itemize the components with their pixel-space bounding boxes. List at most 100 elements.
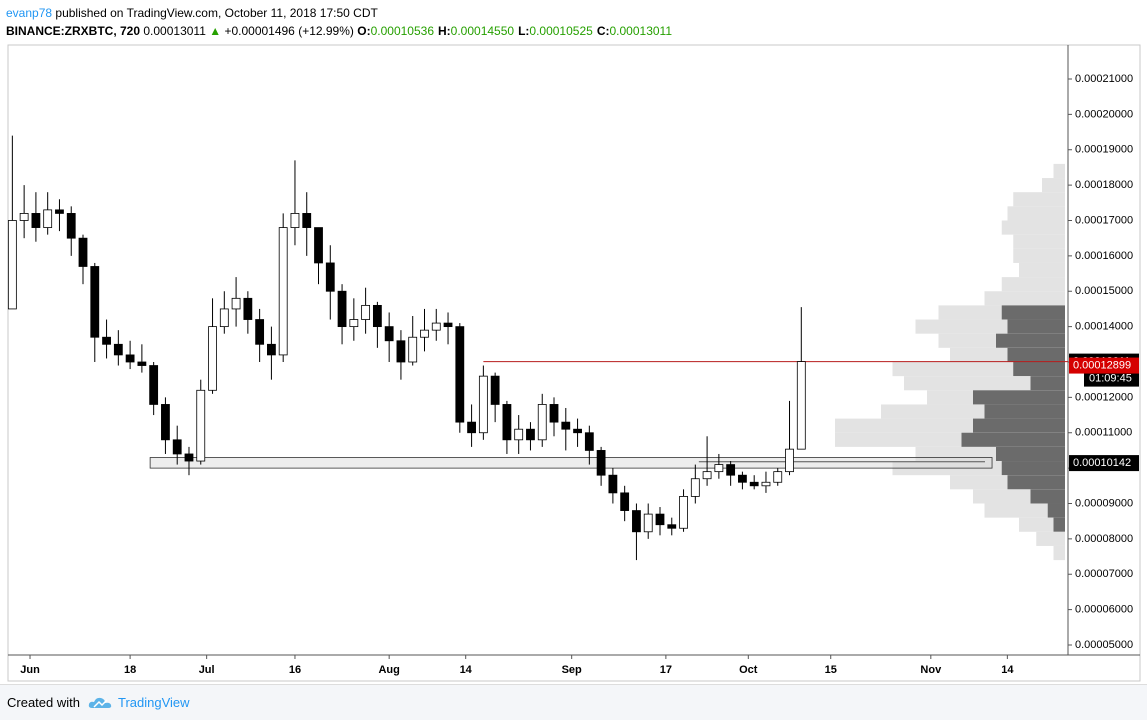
y-tick-label: 0.00005000 (1075, 639, 1133, 651)
ohlc-label: O: (357, 24, 371, 38)
candle-body (113, 343, 123, 356)
candle-body (231, 297, 241, 310)
symbol-line: BINANCE:ZRXBTC, 720 0.00013011 ▲ +0.0000… (6, 22, 676, 40)
frame (7, 44, 1141, 682)
ohlc: O:0.00010536 H:0.00014550 L:0.00010525 C:0.… (357, 24, 676, 38)
profile-bar (1001, 220, 1065, 235)
candle-body (632, 510, 641, 533)
ohlc-label: C: (596, 24, 610, 38)
published: published on TradingView.com, October 11… (55, 6, 378, 20)
profile-bar (1042, 178, 1065, 193)
candle-body (161, 404, 170, 441)
chart: 0.00005000 0.00006000 0.00007000 0.00008000… (7, 44, 1141, 682)
countdown-label: 01:09:45 (1089, 373, 1132, 385)
candle-body (7, 220, 17, 310)
x-tick-label: 17 (660, 664, 672, 676)
candle-body (655, 513, 665, 526)
y-tick-label: 0.00007000 (1075, 568, 1133, 580)
profile-bar (1019, 262, 1065, 278)
candle-body (584, 432, 594, 451)
profile-bar (1053, 163, 1065, 179)
brand[interactable]: TradingView (117, 695, 190, 710)
profile-bar (1007, 206, 1065, 221)
header: evanp78 published on TradingView.com, Oc… (6, 4, 676, 40)
y-tick-label: 0.00018000 (1075, 179, 1133, 191)
ohlc-label: H: (438, 24, 451, 38)
x-tick-label: Jun (20, 664, 40, 676)
publish-line: evanp78 published on TradingView.com, Oc… (6, 4, 676, 22)
candle-body (467, 421, 476, 434)
candle-body (149, 365, 159, 405)
y-tick-label: 0.00006000 (1075, 604, 1133, 616)
candle-body (90, 266, 100, 338)
candle-body (526, 428, 535, 441)
y-tick-label: 0.00019000 (1075, 144, 1133, 156)
ohlc-value: 0.00013011 (609, 24, 672, 38)
candle-body (384, 326, 394, 342)
profile-bar (984, 503, 1065, 518)
symbol: BINANCE:ZRXBTC, 720 (6, 24, 141, 38)
candle-body (537, 404, 547, 441)
candle-body (137, 361, 147, 366)
candle-body (596, 450, 606, 476)
candle-body (773, 471, 783, 483)
profile-bar (1030, 376, 1065, 391)
candle-body (549, 404, 559, 423)
price-badge-label: 0.00010142 (1073, 457, 1131, 469)
countdown-badge (1084, 370, 1139, 387)
profile-bar (1001, 277, 1065, 292)
profile-bar (996, 446, 1065, 462)
candle-body (420, 329, 429, 338)
x-tick-label: 18 (124, 664, 136, 676)
candle-body (514, 428, 524, 441)
y-tick-label: 0.00021000 (1075, 73, 1133, 85)
candle-body (361, 304, 371, 320)
ohlc-value: 0.00010525 (529, 24, 593, 38)
candle-body (738, 474, 747, 483)
candle-body (219, 308, 229, 328)
candle-body (490, 375, 500, 405)
last: 0.00013011 (143, 24, 206, 38)
profile-bar (1053, 517, 1065, 532)
profile-bar (984, 404, 1065, 419)
profile-bar (904, 376, 1065, 391)
change: +0.00001496 (+12.99%) (224, 24, 354, 38)
profile-bar (1013, 248, 1065, 263)
arrow: ▲ (209, 24, 222, 38)
profile-bar (1013, 361, 1065, 377)
candle-body (55, 209, 64, 214)
candle-body (714, 464, 724, 473)
y-tick-label: 0.00008000 (1075, 533, 1133, 545)
x-tick-label: Jul (199, 664, 215, 676)
profile-bar (1001, 461, 1065, 476)
ohlc-label: L: (518, 24, 530, 38)
profile-bar (1013, 192, 1065, 207)
price-badge (1069, 455, 1139, 472)
candle-body (125, 354, 135, 363)
ohlc-value: 0.00014550 (450, 24, 515, 38)
zone (149, 457, 993, 469)
x-tick-label: Sep (562, 664, 582, 676)
price-badge-label: 0.00012899 (1073, 359, 1131, 371)
profile-bar (1053, 545, 1065, 561)
candle-body (19, 213, 29, 221)
x-tick-label: 15 (825, 664, 837, 676)
candle-body (102, 336, 111, 345)
y-tick-label: 0.00011000 (1075, 427, 1132, 439)
candle-body (478, 375, 488, 434)
y-tick-label: 0.00012000 (1075, 391, 1133, 403)
created-with: Created with (7, 695, 80, 710)
y-tick-label: 0.00020000 (1075, 108, 1133, 120)
logo (88, 697, 112, 708)
candle-body (443, 322, 453, 328)
candle-body (337, 290, 347, 328)
author[interactable]: evanp78 (6, 6, 53, 20)
profile-bar (1007, 319, 1065, 334)
ohlc-value: 0.00010536 (370, 24, 434, 38)
profile-bar (1007, 347, 1065, 362)
candle-body (43, 209, 53, 228)
candle-body (643, 513, 653, 533)
profile-bar (1036, 531, 1065, 546)
candle-body (267, 343, 276, 356)
